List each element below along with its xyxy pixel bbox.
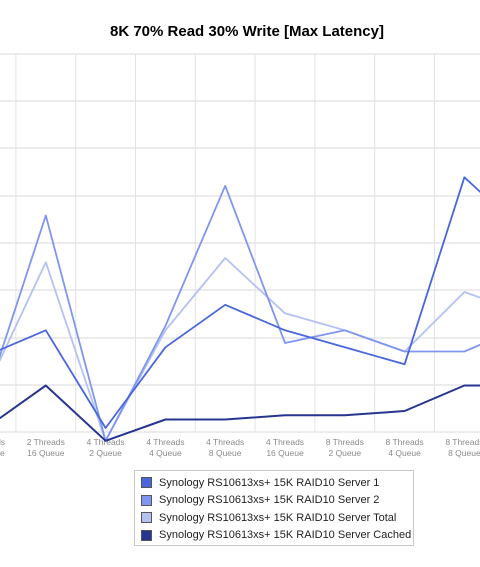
x-tick-label: 2 Threads 16 Queue: [27, 437, 65, 458]
legend-item-server-cached: Synology RS10613xs+ 15K RAID10 Server Ca…: [141, 527, 411, 545]
legend-swatch-server-cached: [141, 529, 152, 541]
legend-item-server-1: Synology RS10613xs+ 15K RAID10 Server 1: [141, 474, 407, 492]
series-line-1: [0, 176, 480, 429]
series-line-3: [0, 257, 480, 442]
legend: Synology RS10613xs+ 15K RAID10 Server 1 …: [134, 470, 414, 546]
x-tick-label: 1 Threads32 Queue: [0, 437, 5, 458]
series-line-2: [0, 184, 480, 442]
legend-swatch-server-1: [141, 477, 152, 489]
legend-item-server-2: Synology RS10613xs+ 15K RAID10 Server 2: [141, 492, 407, 510]
legend-swatch-server-total: [141, 512, 152, 524]
legend-item-server-total: Synology RS10613xs+ 15K RAID10 Server To…: [141, 509, 407, 527]
x-tick-label: 4 Threads 2 Queue: [87, 437, 125, 458]
x-tick-label: 8 Threads 2 Queue: [326, 437, 364, 458]
legend-swatch-server-2: [141, 494, 152, 506]
series-line-4: [0, 384, 480, 442]
series-lines: [0, 176, 480, 442]
chart-title: 8K 70% Read 30% Write [Max Latency]: [110, 23, 384, 40]
legend-label-server-cached: Synology RS10613xs+ 15K RAID10 Server Ca…: [159, 529, 412, 542]
x-tick-label: 8 Threads 8 Queue: [445, 437, 480, 458]
x-tick-label: 4 Threads 4 Queue: [146, 437, 184, 458]
x-tick-label: 4 Threads 16 Queue: [266, 437, 304, 458]
x-tick-label: 8 Threads 4 Queue: [386, 437, 424, 458]
legend-label-server-total: Synology RS10613xs+ 15K RAID10 Server To…: [159, 511, 397, 524]
legend-label-server-2: Synology RS10613xs+ 15K RAID10 Server 2: [159, 494, 380, 507]
grid: [0, 53, 480, 433]
x-tick-label: 4 Threads 8 Queue: [206, 437, 244, 458]
legend-label-server-1: Synology RS10613xs+ 15K RAID10 Server 1: [159, 476, 380, 489]
